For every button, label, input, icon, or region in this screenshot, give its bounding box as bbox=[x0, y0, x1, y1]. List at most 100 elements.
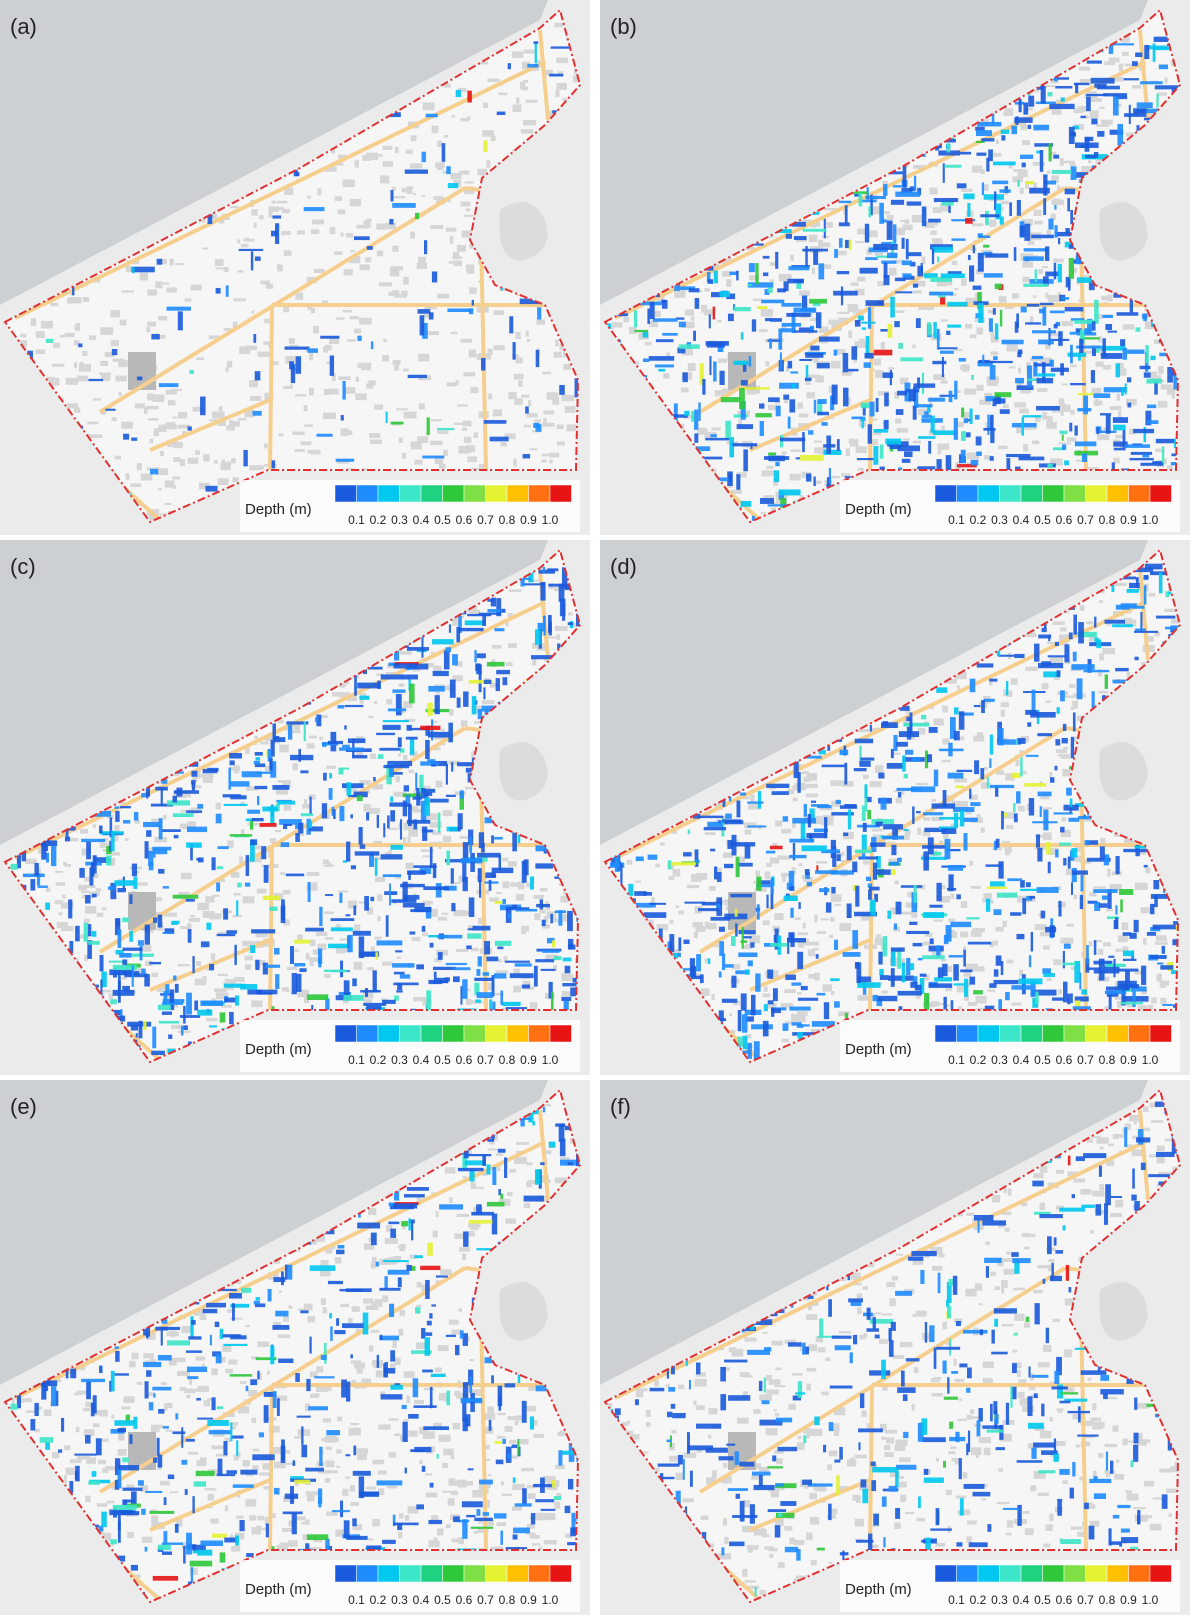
flood-patch bbox=[1074, 319, 1099, 324]
building bbox=[303, 405, 308, 412]
flood-patch bbox=[902, 273, 912, 278]
flood-patch bbox=[432, 966, 456, 971]
building bbox=[458, 875, 464, 883]
flood-patch bbox=[833, 290, 858, 296]
flood-patch bbox=[1059, 430, 1068, 435]
flood-patch bbox=[1073, 82, 1090, 86]
building bbox=[140, 473, 153, 481]
flood-patch bbox=[1097, 131, 1105, 137]
building bbox=[519, 81, 526, 90]
building bbox=[64, 332, 75, 338]
building bbox=[284, 187, 294, 195]
flood-patch bbox=[1025, 181, 1035, 185]
building bbox=[674, 290, 686, 298]
building bbox=[208, 419, 222, 422]
building bbox=[514, 398, 523, 405]
flood-patch bbox=[948, 390, 953, 403]
building bbox=[209, 913, 222, 920]
flood-patch bbox=[1112, 95, 1119, 116]
building bbox=[268, 206, 279, 213]
building bbox=[1150, 371, 1157, 378]
flood-patch bbox=[1036, 377, 1054, 384]
building bbox=[467, 456, 477, 463]
flood-patch bbox=[197, 804, 204, 809]
building bbox=[855, 446, 867, 454]
building bbox=[781, 451, 787, 455]
flood-patch bbox=[875, 397, 879, 413]
building bbox=[849, 439, 859, 447]
building bbox=[912, 440, 922, 444]
flood-patch bbox=[711, 292, 725, 298]
building bbox=[369, 807, 380, 814]
building bbox=[295, 394, 307, 397]
building bbox=[403, 368, 409, 372]
flood-patch bbox=[151, 333, 160, 340]
building bbox=[263, 341, 273, 345]
flood-patch bbox=[791, 221, 806, 227]
building bbox=[770, 507, 777, 514]
flood-patch bbox=[392, 203, 416, 208]
flood-patch bbox=[775, 405, 781, 417]
building bbox=[526, 412, 538, 418]
flood-patch bbox=[1027, 378, 1037, 382]
building bbox=[844, 370, 853, 375]
building bbox=[518, 380, 523, 387]
flood-patch bbox=[502, 677, 508, 686]
flood-patch bbox=[1076, 277, 1096, 283]
flood-patch bbox=[129, 930, 133, 942]
building bbox=[798, 413, 809, 418]
flood-patch bbox=[502, 1001, 521, 1007]
flood-patch bbox=[1068, 244, 1075, 249]
building bbox=[437, 430, 449, 434]
building bbox=[264, 318, 270, 324]
flood-patch bbox=[1091, 347, 1096, 357]
building bbox=[1076, 282, 1081, 285]
building bbox=[521, 61, 531, 70]
flood-patch bbox=[402, 902, 425, 908]
building bbox=[203, 454, 210, 462]
flood-patch bbox=[1107, 330, 1117, 333]
building bbox=[251, 310, 255, 314]
flood-patch bbox=[1029, 279, 1054, 284]
flood-patch bbox=[428, 312, 434, 320]
building bbox=[845, 448, 850, 457]
flood-patch bbox=[1110, 43, 1135, 46]
flood-patch bbox=[877, 301, 883, 305]
flood-patch bbox=[1014, 321, 1019, 333]
building bbox=[159, 450, 165, 457]
flood-patch bbox=[1034, 363, 1052, 367]
building bbox=[410, 135, 417, 142]
building bbox=[789, 473, 801, 481]
building bbox=[1122, 324, 1135, 330]
flood-patch bbox=[982, 354, 985, 364]
flood-patch bbox=[744, 387, 770, 390]
flood-patch bbox=[956, 183, 967, 189]
building bbox=[172, 416, 178, 419]
flood-patch bbox=[303, 207, 325, 212]
building bbox=[1032, 295, 1037, 298]
building bbox=[1084, 114, 1089, 119]
flood-patch bbox=[802, 248, 828, 252]
building bbox=[77, 375, 88, 382]
road bbox=[98, 186, 467, 414]
flood-patch bbox=[917, 466, 936, 470]
building bbox=[264, 443, 268, 449]
building bbox=[912, 280, 926, 287]
flood-patch bbox=[980, 214, 1000, 218]
flood-patch bbox=[445, 647, 452, 653]
flood-patch bbox=[420, 800, 427, 822]
flood-patch bbox=[389, 218, 394, 225]
building bbox=[202, 777, 213, 783]
flood-patch bbox=[719, 291, 730, 298]
building bbox=[704, 431, 717, 439]
flood-patch bbox=[865, 195, 886, 200]
flood-patch bbox=[458, 615, 462, 634]
legend-label: 0.4 bbox=[1013, 513, 1030, 527]
building bbox=[736, 472, 747, 478]
building bbox=[974, 316, 982, 322]
flood-patch bbox=[389, 883, 392, 906]
flood-patch bbox=[1065, 276, 1071, 288]
flood-patch bbox=[523, 583, 545, 586]
flood-patch bbox=[279, 819, 302, 825]
flood-patch bbox=[1049, 103, 1075, 110]
